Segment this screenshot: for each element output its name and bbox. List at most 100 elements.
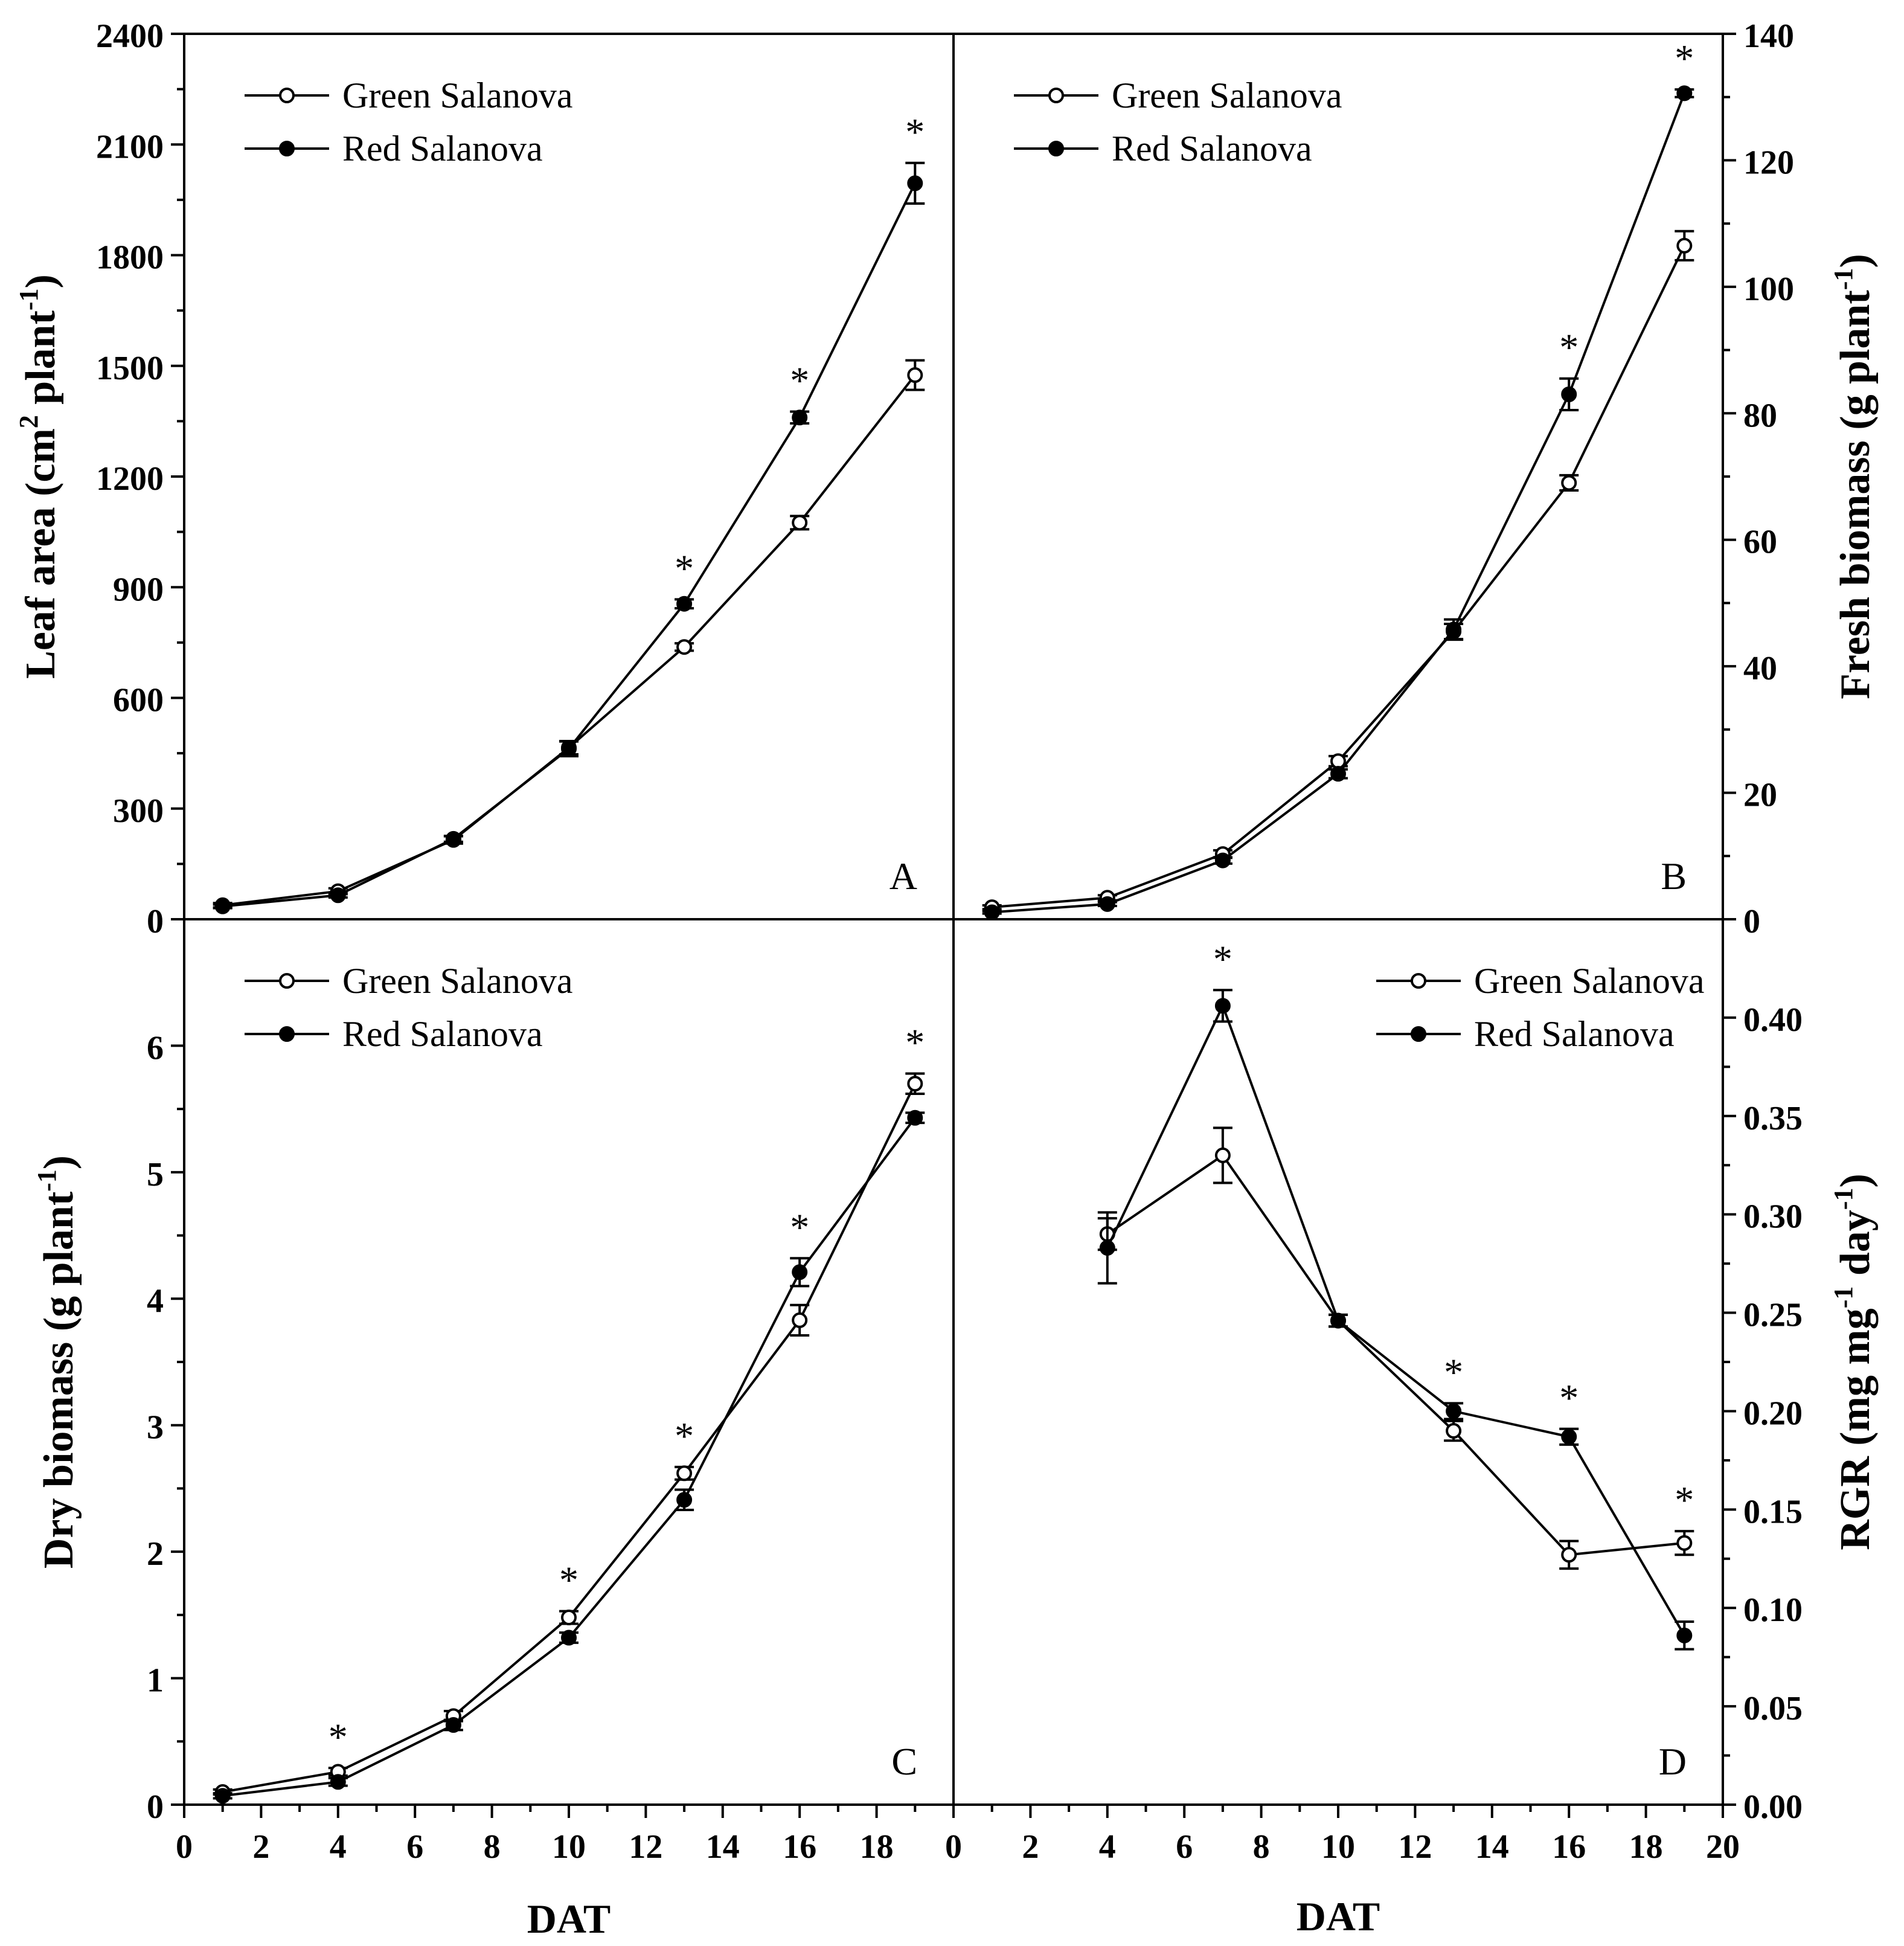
x-tick-label: 8 (484, 1828, 501, 1866)
y-axis-title-part: ) (18, 274, 64, 288)
y-tick-label: 0.25 (1743, 1297, 1803, 1334)
y-tick-label: 1500 (96, 350, 164, 387)
legend-marker-red (279, 1026, 295, 1042)
significance-star: * (1213, 937, 1232, 980)
y-tick-label: 0.05 (1743, 1690, 1803, 1727)
y-tick-label: 2400 (96, 18, 164, 55)
y-tick-label: 100 (1743, 271, 1794, 308)
y-tick-label: 60 (1743, 524, 1777, 561)
legend-marker-green (279, 973, 295, 989)
data-point-green (1676, 1535, 1693, 1551)
data-point-red (1330, 1312, 1346, 1329)
legend-label: Green Salanova (342, 961, 573, 1001)
x-tick-label: 10 (1321, 1828, 1355, 1866)
x-tick-label: 18 (1629, 1828, 1663, 1866)
panel-a-leaf-area: 0 300 600 900 1200 1500 1800 2100 2400 Leaf area … (14, 18, 925, 940)
x-tick-label: 4 (330, 1828, 347, 1866)
data-point-red (445, 830, 461, 847)
y-tick-label: 2100 (96, 128, 164, 165)
y-tick-label: 0.10 (1743, 1591, 1803, 1629)
y-tick-label: 40 (1743, 650, 1777, 687)
data-point-red (1676, 85, 1693, 101)
data-point-red (214, 1788, 231, 1804)
y-axis-title-superscript: -1 (14, 288, 43, 310)
data-point-green (1446, 1423, 1462, 1439)
y-axis-title-superscript: -1 (1829, 1286, 1858, 1309)
legend-marker-green (279, 88, 295, 103)
y-axis-title-part: Leaf area (cm (18, 428, 64, 679)
legend-marker-red (1411, 1026, 1426, 1042)
data-point-red (1214, 852, 1231, 869)
x-tick-label: 16 (783, 1828, 816, 1866)
data-point-green (1561, 1547, 1577, 1563)
data-point-red (330, 1774, 346, 1790)
data-point-green (676, 639, 693, 655)
x-tick-label: 2 (252, 1828, 269, 1866)
y-tick-label: 900 (113, 571, 164, 608)
legend-label: Green Salanova (1474, 961, 1705, 1001)
series-line-green (1106, 1154, 1685, 1556)
x-axis-title-left: DAT (527, 1896, 611, 1942)
series-line-red (1106, 1003, 1686, 1636)
y-axis-title-part: Dry biomass (g plant (36, 1192, 82, 1569)
y-axis-title: Leaf area (cm2 plant-1) (14, 274, 64, 679)
y-tick-label: 0.00 (1743, 1788, 1803, 1826)
data-point-green (1330, 753, 1346, 769)
panel-letter: C (891, 1740, 917, 1783)
data-point-red (792, 409, 808, 426)
panel-letter: D (1659, 1740, 1687, 1783)
significance-star: * (790, 1206, 809, 1248)
legend-label: Red Salanova (1474, 1014, 1675, 1054)
y-tick-label: 0.20 (1743, 1395, 1803, 1432)
significance-star: * (329, 1715, 348, 1758)
data-point-green (907, 1076, 923, 1092)
data-point-red (1446, 621, 1462, 638)
legend-label: Green Salanova (1112, 75, 1342, 115)
y-tick-label: 0 (147, 903, 164, 940)
x-tick-label: 12 (1398, 1828, 1432, 1866)
x-tick-label: 6 (406, 1828, 423, 1866)
significance-star: * (675, 547, 694, 589)
data-point-red (1676, 1627, 1693, 1643)
y-tick-label: 0.30 (1743, 1198, 1803, 1236)
y-axis-title-part: RGR (mg mg (1832, 1308, 1879, 1550)
legend-label: Red Salanova (342, 129, 543, 169)
y-axis-title: Dry biomass (g plant-1) (32, 1155, 82, 1569)
data-point-red (214, 898, 231, 914)
legend-marker-red (1048, 141, 1064, 156)
significance-star: * (1559, 326, 1579, 369)
x-tick-label: 18 (860, 1828, 894, 1866)
significance-star: * (675, 1415, 694, 1457)
y-tick-label: 0.40 (1743, 1001, 1803, 1039)
legend-marker-green (1411, 973, 1426, 989)
y-axis-title-superscript: -1 (32, 1169, 62, 1192)
data-point-red (1561, 386, 1577, 402)
y-axis-title-part: Fresh biomass (g plant (1832, 290, 1879, 699)
panel-letter: A (889, 855, 917, 898)
significance-star: * (1675, 37, 1694, 80)
panel-d-rgr: 0.00 0.05 0.10 0.15 0.20 0.25 0.30 0.35 0.40 0 2 4 6… (945, 937, 1879, 1866)
x-tick-label: 10 (552, 1828, 586, 1866)
x-tick-label: 4 (1099, 1828, 1116, 1866)
x-tick-label: 8 (1253, 1828, 1270, 1866)
significance-star: * (1559, 1376, 1579, 1419)
y-tick-label: 1800 (96, 239, 164, 277)
y-tick-label: 0.15 (1743, 1493, 1803, 1530)
y-axis-title: Fresh biomass (g plant-1) (1829, 254, 1879, 699)
data-point-red (1446, 1403, 1462, 1419)
y-tick-label: 600 (113, 682, 164, 719)
data-point-green (561, 1610, 577, 1626)
y-tick-label: 6 (147, 1029, 164, 1067)
data-point-red (676, 596, 693, 612)
data-point-green (1676, 237, 1693, 254)
data-point-red (1330, 766, 1346, 782)
y-tick-label: 2 (147, 1535, 164, 1573)
legend-marker-green (1048, 88, 1064, 103)
y-tick-label: 80 (1743, 397, 1777, 434)
significance-star: * (905, 1021, 925, 1064)
y-axis-title-part: day (1832, 1210, 1879, 1286)
y-tick-label: 3 (147, 1409, 164, 1447)
x-tick-label: 14 (706, 1828, 740, 1866)
